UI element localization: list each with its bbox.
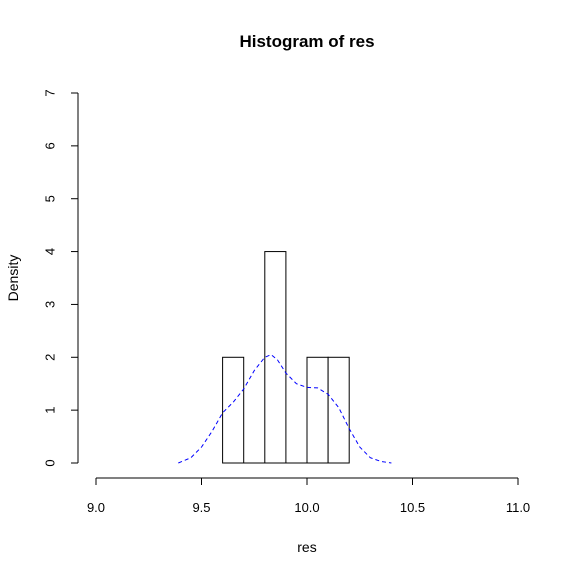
histogram-bars — [222, 251, 350, 464]
histogram-bar — [264, 251, 287, 464]
y-tick-label: 3 — [43, 301, 58, 308]
x-axis: 9.0 9.5 10.0 10.5 11.0 — [87, 477, 530, 515]
x-tick-label: 9.0 — [87, 500, 105, 515]
x-tick-label: 11.0 — [506, 500, 530, 515]
y-tick-label: 4 — [43, 248, 58, 255]
y-tick-label: 5 — [43, 195, 58, 202]
chart-title: Histogram of res — [239, 32, 374, 51]
y-axis-label: Density — [5, 255, 21, 302]
density-curve — [178, 354, 392, 464]
y-tick-label: 2 — [43, 354, 58, 361]
x-tick-label: 9.5 — [192, 500, 210, 515]
y-axis: 0 1 2 3 4 5 6 7 — [43, 89, 79, 467]
x-tick-label: 10.0 — [294, 500, 319, 515]
histogram-bar — [327, 356, 350, 464]
y-tick-label: 0 — [43, 459, 58, 466]
x-axis-label: res — [297, 539, 316, 555]
histogram-bar — [222, 356, 245, 464]
y-tick-label: 6 — [43, 142, 58, 149]
x-tick-label: 10.5 — [400, 500, 425, 515]
density-curve-group — [178, 354, 392, 464]
y-tick-label: 1 — [43, 407, 58, 414]
histogram-bar — [306, 356, 329, 464]
y-tick-label: 7 — [43, 89, 58, 96]
